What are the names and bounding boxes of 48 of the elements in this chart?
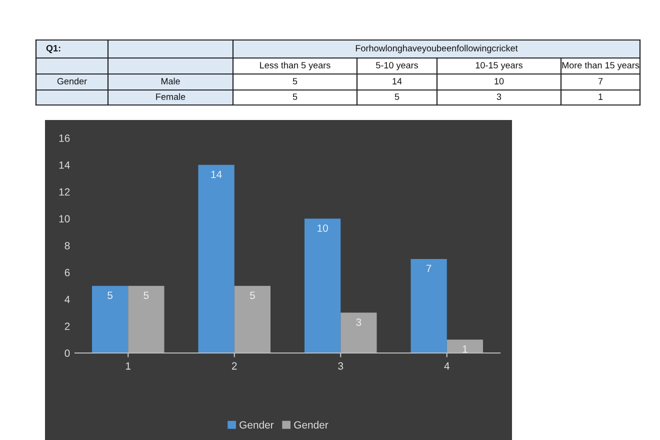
text: 14 <box>392 78 402 84</box>
data-label: 3 <box>356 318 362 326</box>
data-label: 1 <box>462 346 468 353</box>
text: Q1: <box>46 45 60 54</box>
text: Male <box>161 78 180 84</box>
y-tick-label: 0 <box>64 350 70 357</box>
text: Female <box>156 93 186 100</box>
x-tick-label: 4 <box>444 362 450 370</box>
text: 1 <box>598 94 603 100</box>
text: 7 <box>598 78 603 84</box>
y-tick-label: 8 <box>64 242 70 250</box>
text: 5-10 years <box>376 62 418 70</box>
bar <box>128 286 164 353</box>
text: Gender <box>57 78 87 84</box>
bar <box>92 286 128 353</box>
y-tick-label: 6 <box>64 268 70 276</box>
data-label: 10 <box>318 224 328 232</box>
text: 10-15 years <box>476 62 523 70</box>
data-label: 5 <box>144 292 149 300</box>
y-tick-label: 12 <box>59 188 70 196</box>
legend-label: Gender <box>294 420 328 429</box>
legend-label: Gender <box>240 420 274 429</box>
text: Forhowlonghaveyoubeenfollowingcricket <box>356 44 518 54</box>
y-tick-label: 10 <box>59 215 70 222</box>
text: Less than 5 years <box>260 62 330 70</box>
bar <box>198 164 234 353</box>
bar <box>340 312 377 353</box>
x-tick-label: 1 <box>126 362 131 370</box>
y-tick-label: 16 <box>59 134 70 142</box>
y-tick-label: 14 <box>59 161 70 169</box>
data-label: 7 <box>426 264 432 272</box>
text: 5 <box>292 94 298 100</box>
text: 5 <box>292 78 298 84</box>
text: 3 <box>496 94 502 100</box>
bar <box>410 258 447 353</box>
x-tick-label: 2 <box>232 362 237 370</box>
data-label: 5 <box>250 292 255 300</box>
bar <box>304 218 341 353</box>
y-tick-label: 4 <box>64 296 70 304</box>
text: 5 <box>394 94 400 100</box>
bar <box>446 340 483 353</box>
x-tick-label: 3 <box>338 362 344 370</box>
text: More than 15 years <box>562 62 640 70</box>
data-label: 5 <box>108 292 113 300</box>
y-tick-label: 2 <box>64 322 70 330</box>
text: 10 <box>494 78 504 84</box>
bar <box>234 286 270 353</box>
data-label: 14 <box>211 170 222 178</box>
